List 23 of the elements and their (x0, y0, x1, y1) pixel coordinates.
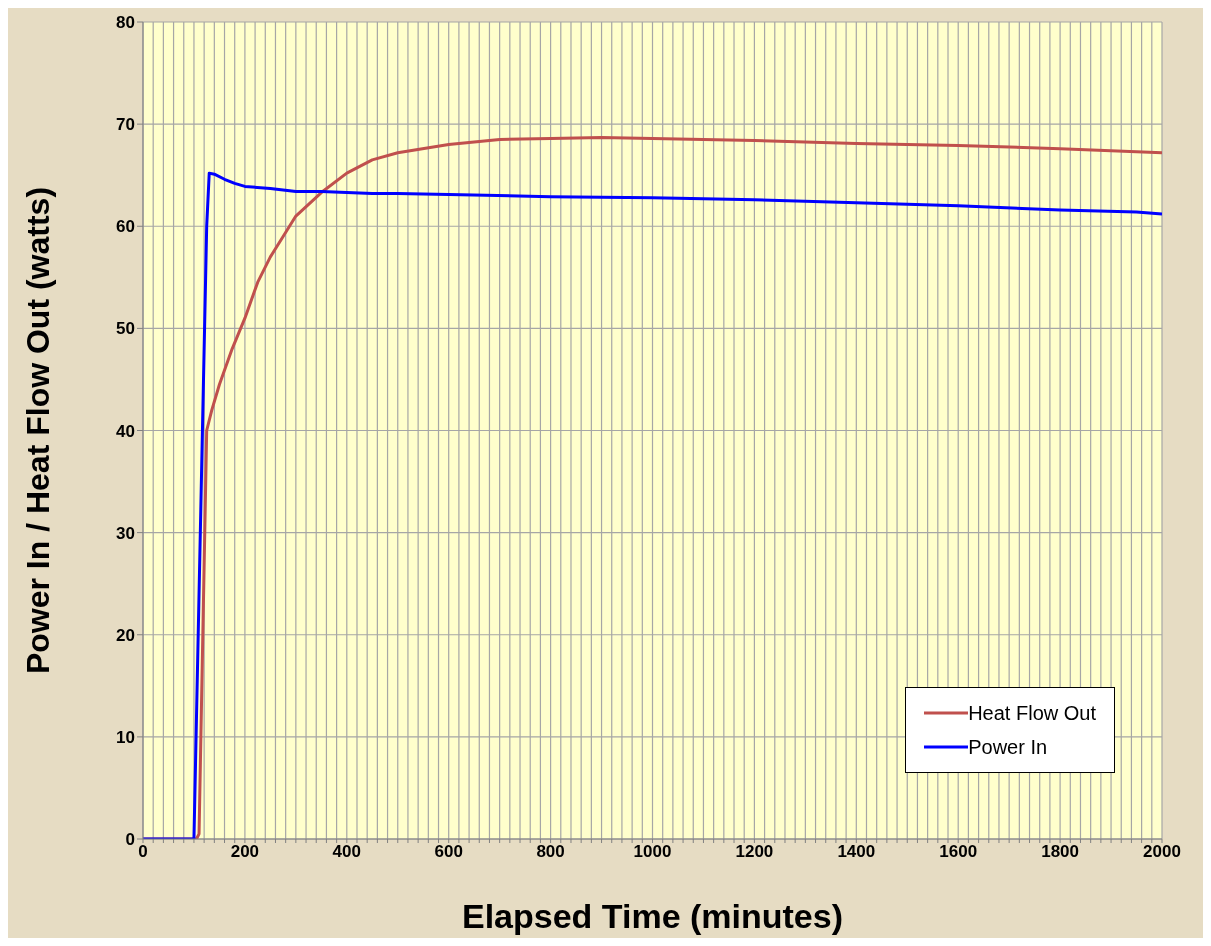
x-tick-label: 800 (536, 842, 565, 862)
x-tick-label: 400 (332, 842, 361, 862)
x-tick-label: 600 (434, 842, 463, 862)
y-tick-label: 80 (116, 13, 135, 33)
x-tick-label: 1600 (939, 842, 978, 862)
x-tick-label: 200 (230, 842, 260, 862)
y-tick-label: 50 (116, 319, 135, 339)
y-axis-title: Power In / Heat Flow Out (watts) (20, 186, 57, 675)
y-tick-label: 70 (116, 115, 135, 135)
y-tick-label: 40 (116, 421, 135, 441)
legend-label: Heat Flow Out (968, 701, 1096, 725)
x-tick-label: 1000 (633, 842, 672, 862)
y-tick-label: 20 (116, 625, 135, 645)
legend-label: Power In (968, 735, 1048, 759)
y-tick-label: 30 (116, 523, 135, 543)
x-tick-label: 1200 (735, 842, 774, 862)
x-tick-label: 0 (138, 842, 148, 862)
x-axis-title: Elapsed Time (minutes) (461, 897, 844, 935)
y-tick-label: 60 (116, 217, 135, 237)
y-tick-label: 10 (116, 727, 135, 747)
x-tick-label: 1400 (837, 842, 876, 862)
x-tick-label: 1800 (1041, 842, 1080, 862)
x-tick-label: 2000 (1143, 842, 1181, 862)
